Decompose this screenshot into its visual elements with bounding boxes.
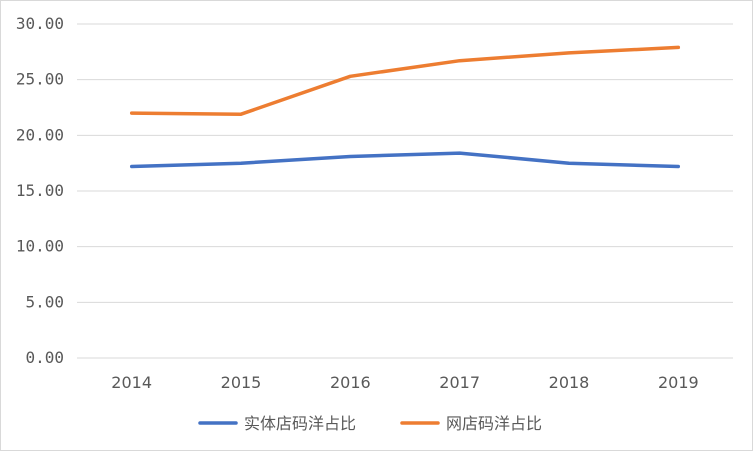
series-lines [129,45,681,169]
y-tick-label: 25.00 [16,70,64,89]
x-axis-ticks: 2014 2015 2016 2017 2018 2019 [111,373,698,392]
y-tick-label: 20.00 [16,125,64,144]
y-tick-label: 5.00 [25,292,64,311]
gridlines [77,23,733,359]
x-tick-label: 2018 [549,373,590,392]
y-tick-label: 0.00 [25,348,64,367]
legend-label: 实体店码洋占比 [244,414,356,433]
x-tick-label: 2017 [439,373,480,392]
x-tick-label: 2014 [111,373,152,392]
x-tick-label: 2019 [658,373,699,392]
legend-label: 网店码洋占比 [446,414,542,433]
x-tick-label: 2015 [221,373,262,392]
y-tick-label: 30.00 [16,14,64,33]
y-tick-label: 10.00 [16,237,64,256]
y-axis-ticks: 0.00 5.00 10.00 15.00 20.00 25.00 30.00 [16,14,64,367]
y-tick-label: 15.00 [16,181,64,200]
series-line-0 [129,151,681,169]
x-tick-label: 2016 [330,373,371,392]
legend: 实体店码洋占比 网店码洋占比 [198,414,542,433]
series-line-1 [129,45,681,116]
